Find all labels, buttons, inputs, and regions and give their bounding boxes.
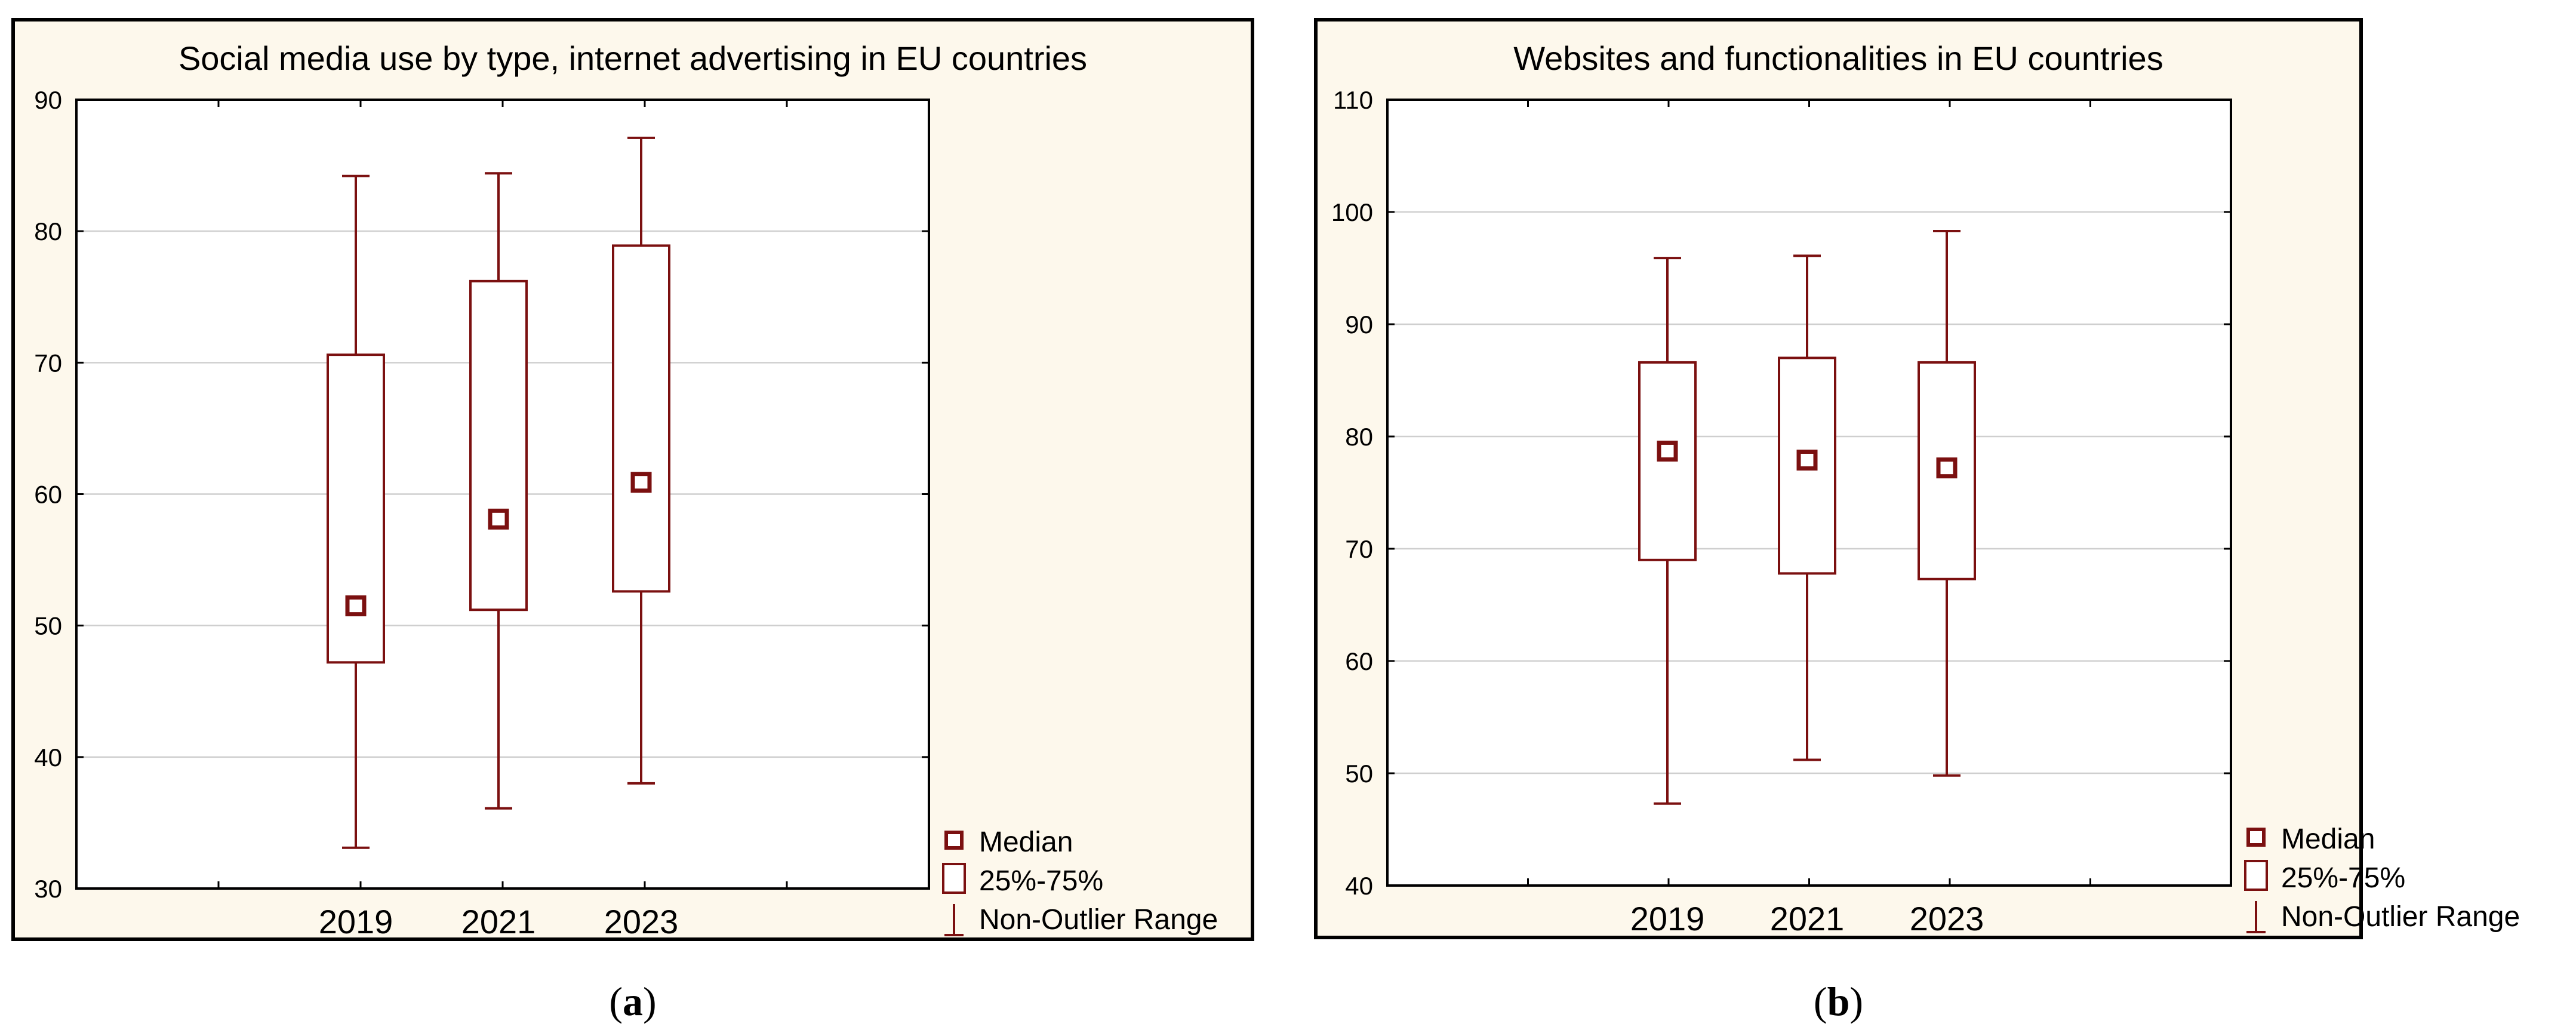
panel-label: (a) <box>609 979 656 1024</box>
y-tick-label: 60 <box>34 481 62 509</box>
median-marker <box>1936 457 1958 479</box>
x-category-label: 2023 <box>604 903 679 940</box>
y-tick-label: 70 <box>34 349 62 377</box>
legend-box-marker <box>2244 860 2268 891</box>
y-tick-label: 80 <box>1345 423 1373 451</box>
median-marker <box>1796 449 1818 471</box>
y-tick-label: 100 <box>1331 198 1373 226</box>
median-marker <box>1657 440 1678 462</box>
legend-box-marker <box>942 863 966 894</box>
y-tick-label: 50 <box>1345 760 1373 788</box>
median-marker <box>630 472 652 493</box>
x-category-label: 2023 <box>1910 900 1984 937</box>
chart-title: Websites and functionalities in EU count… <box>1513 39 2163 77</box>
panel-label: (b) <box>1814 979 1863 1024</box>
y-tick-label: 70 <box>1345 535 1373 563</box>
legend-label: 25%-75% <box>2281 862 2405 894</box>
legend-label: Non-Outlier Range <box>2281 901 2520 933</box>
y-tick-label: 60 <box>1345 647 1373 675</box>
plot-border <box>75 99 930 890</box>
y-tick-label: 40 <box>1345 872 1373 900</box>
y-tick-label: 110 <box>1333 86 1373 114</box>
legend-label: 25%-75% <box>979 865 1103 897</box>
x-category-label: 2021 <box>1770 900 1845 937</box>
x-category-label: 2021 <box>461 903 536 940</box>
median-marker <box>345 595 367 617</box>
y-tick-label: 40 <box>34 743 62 771</box>
legend-median-marker <box>2246 828 2266 847</box>
y-tick-label: 90 <box>1345 311 1373 339</box>
box-iqr <box>612 244 670 593</box>
legend-label: Non-Outlier Range <box>979 904 1218 936</box>
y-tick-label: 50 <box>34 612 62 640</box>
legend-median-marker <box>944 831 964 850</box>
x-category-label: 2019 <box>1630 900 1705 937</box>
legend-label: Median <box>979 826 1073 858</box>
y-tick-label: 80 <box>34 217 62 245</box>
median-marker <box>488 508 509 530</box>
x-category-label: 2019 <box>319 903 393 940</box>
panel-a: Social media use by type, internet adver… <box>11 18 1254 1024</box>
box-iqr <box>469 279 528 611</box>
plot-border <box>1386 99 2232 887</box>
legend-label: Median <box>2281 823 2375 855</box>
y-tick-label: 30 <box>34 875 62 903</box>
y-tick-label: 90 <box>34 86 62 114</box>
chart-title: Social media use by type, internet adver… <box>178 39 1087 77</box>
panel-b: Websites and functionalities in EU count… <box>1314 18 2520 1024</box>
